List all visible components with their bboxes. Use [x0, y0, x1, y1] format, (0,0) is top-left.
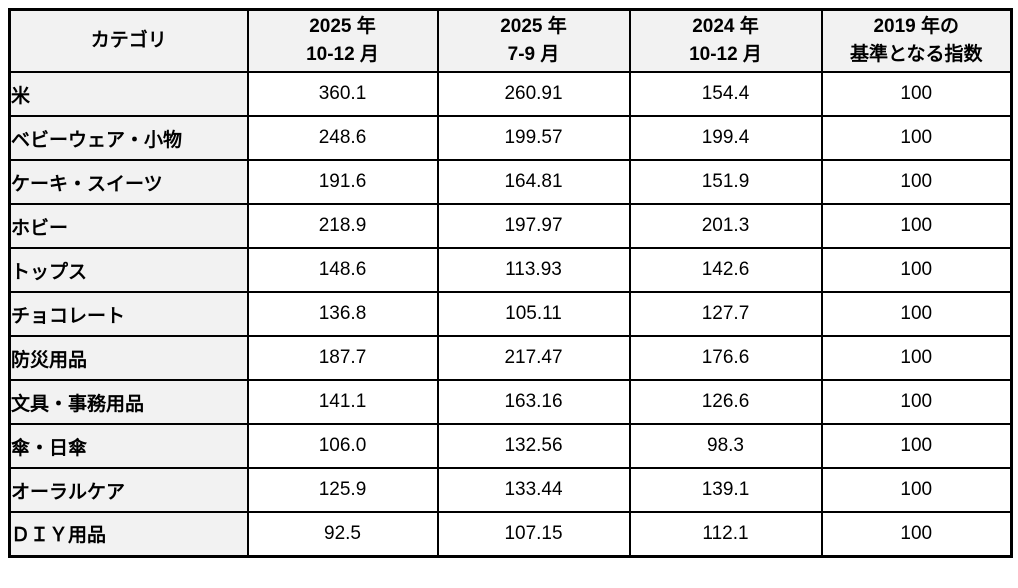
category-cell: 傘・日傘: [8, 423, 249, 469]
category-index-table: カテゴリ 2025 年 10-12 月 2025 年 7-9 月 2024 年 10-12 …: [8, 8, 1013, 558]
value-cell: 107.15: [436, 511, 631, 557]
value-cell: 139.1: [628, 467, 823, 513]
column-header-line: 2025 年: [500, 16, 567, 37]
category-index-table-container: カテゴリ 2025 年 10-12 月 2025 年 7-9 月 2024 年 10-12 …: [8, 8, 1013, 558]
category-cell: 米: [8, 71, 249, 117]
value-cell: 106.0: [246, 423, 439, 469]
category-cell: 防災用品: [8, 335, 249, 381]
category-cell: オーラルケア: [8, 467, 249, 513]
value-cell: 360.1: [246, 71, 439, 117]
value-cell: 163.16: [436, 379, 631, 425]
column-header-line: 10-12 月: [306, 44, 379, 65]
column-header-line: カテゴリ: [90, 30, 167, 51]
value-cell: 105.11: [436, 291, 631, 337]
table-body: 米 360.1 260.91 154.4 100 ベビーウェア・小物 248.6 199.57…: [8, 71, 1013, 557]
table-row: ホビー 218.9 197.97 201.3 100: [8, 203, 1013, 249]
value-cell: 136.8: [246, 291, 439, 337]
value-cell: 100: [820, 511, 1013, 557]
table-row: ケーキ・スイーツ 191.6 164.81 151.9 100: [8, 159, 1013, 205]
category-cell: ホビー: [8, 203, 249, 249]
table-row: 米 360.1 260.91 154.4 100: [8, 71, 1013, 117]
value-cell: 100: [820, 467, 1013, 513]
value-cell: 100: [820, 71, 1013, 117]
header-row: カテゴリ 2025 年 10-12 月 2025 年 7-9 月 2024 年 10-12 …: [8, 8, 1013, 73]
value-cell: 218.9: [246, 203, 439, 249]
value-cell: 100: [820, 335, 1013, 381]
value-cell: 92.5: [246, 511, 439, 557]
column-header-2025-q3: 2025 年 7-9 月: [436, 8, 631, 73]
value-cell: 248.6: [246, 115, 439, 161]
category-cell: ＤＩＹ用品: [8, 511, 249, 557]
column-header-2024-q4: 2024 年 10-12 月: [628, 8, 823, 73]
value-cell: 100: [820, 423, 1013, 469]
value-cell: 197.97: [436, 203, 631, 249]
column-header-line: 7-9 月: [507, 44, 560, 65]
column-header-2025-q4: 2025 年 10-12 月: [246, 8, 439, 73]
value-cell: 154.4: [628, 71, 823, 117]
category-cell: ケーキ・スイーツ: [8, 159, 249, 205]
value-cell: 112.1: [628, 511, 823, 557]
table-row: ベビーウェア・小物 248.6 199.57 199.4 100: [8, 115, 1013, 161]
column-header-line: 2019 年の: [873, 16, 960, 37]
category-cell: トップス: [8, 247, 249, 293]
value-cell: 176.6: [628, 335, 823, 381]
value-cell: 148.6: [246, 247, 439, 293]
category-cell: チョコレート: [8, 291, 249, 337]
value-cell: 191.6: [246, 159, 439, 205]
value-cell: 187.7: [246, 335, 439, 381]
column-header-line: 2024 年: [692, 16, 759, 37]
column-header-line: 基準となる指数: [850, 44, 983, 65]
value-cell: 133.44: [436, 467, 631, 513]
table-row: チョコレート 136.8 105.11 127.7 100: [8, 291, 1013, 337]
value-cell: 100: [820, 291, 1013, 337]
value-cell: 100: [820, 247, 1013, 293]
table-header: カテゴリ 2025 年 10-12 月 2025 年 7-9 月 2024 年 10-12 …: [8, 8, 1013, 73]
value-cell: 164.81: [436, 159, 631, 205]
value-cell: 260.91: [436, 71, 631, 117]
category-cell: ベビーウェア・小物: [8, 115, 249, 161]
column-header-line: 2025 年: [309, 16, 376, 37]
value-cell: 98.3: [628, 423, 823, 469]
value-cell: 126.6: [628, 379, 823, 425]
category-cell: 文具・事務用品: [8, 379, 249, 425]
table-row: オーラルケア 125.9 133.44 139.1 100: [8, 467, 1013, 513]
value-cell: 217.47: [436, 335, 631, 381]
column-header-2019-base: 2019 年の基準となる指数: [820, 8, 1013, 73]
value-cell: 151.9: [628, 159, 823, 205]
value-cell: 201.3: [628, 203, 823, 249]
value-cell: 142.6: [628, 247, 823, 293]
value-cell: 100: [820, 203, 1013, 249]
value-cell: 199.57: [436, 115, 631, 161]
value-cell: 125.9: [246, 467, 439, 513]
table-row: ＤＩＹ用品 92.5 107.15 112.1 100: [8, 511, 1013, 557]
table-row: 防災用品 187.7 217.47 176.6 100: [8, 335, 1013, 381]
value-cell: 132.56: [436, 423, 631, 469]
table-row: 傘・日傘 106.0 132.56 98.3 100: [8, 423, 1013, 469]
value-cell: 100: [820, 115, 1013, 161]
table-row: トップス 148.6 113.93 142.6 100: [8, 247, 1013, 293]
value-cell: 127.7: [628, 291, 823, 337]
column-header-line: 10-12 月: [689, 44, 762, 65]
value-cell: 100: [820, 159, 1013, 205]
column-header-category: カテゴリ: [8, 8, 249, 73]
value-cell: 199.4: [628, 115, 823, 161]
value-cell: 113.93: [436, 247, 631, 293]
value-cell: 141.1: [246, 379, 439, 425]
table-row: 文具・事務用品 141.1 163.16 126.6 100: [8, 379, 1013, 425]
value-cell: 100: [820, 379, 1013, 425]
